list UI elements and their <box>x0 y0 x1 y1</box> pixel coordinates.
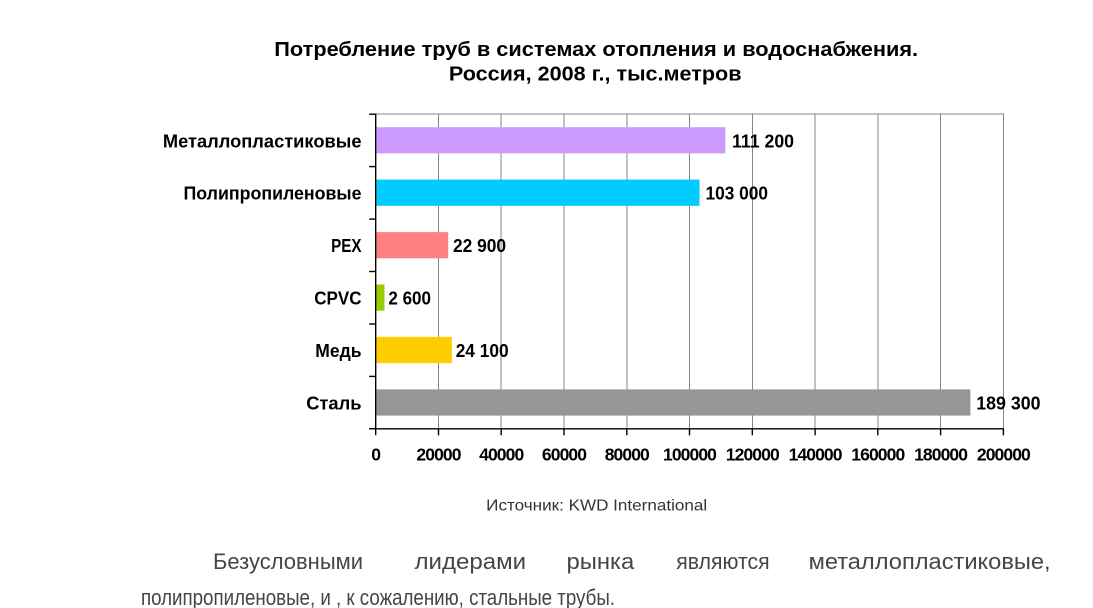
svg-text:полипропиленовые, и , к сожале: полипропиленовые, и , к сожалению, сталь… <box>141 585 615 608</box>
svg-text:80000: 80000 <box>605 445 650 465</box>
svg-text:лидерами: лидерами <box>415 549 527 574</box>
svg-text:103 000: 103 000 <box>706 183 769 204</box>
svg-text:PEX: PEX <box>331 235 362 256</box>
svg-text:Источник: KWD International: Источник: KWD International <box>486 498 707 515</box>
svg-text:Потребление труб в системах от: Потребление труб в системах отопления и … <box>274 38 918 61</box>
svg-text:200000: 200000 <box>977 445 1031 465</box>
svg-text:являются: являются <box>676 549 769 574</box>
svg-text:20000: 20000 <box>416 445 461 465</box>
svg-text:Сталь: Сталь <box>306 393 361 414</box>
svg-text:100000: 100000 <box>663 445 717 465</box>
svg-text:111 200: 111 200 <box>732 130 794 151</box>
svg-text:Россия, 2008 г., тыс.метров: Россия, 2008 г., тыс.метров <box>449 63 742 86</box>
svg-text:Полипропиленовые: Полипропиленовые <box>184 183 362 204</box>
svg-text:Безусловными: Безусловными <box>213 549 363 574</box>
svg-text:0: 0 <box>371 445 381 465</box>
svg-text:металлопластиковые,: металлопластиковые, <box>809 549 1051 574</box>
svg-text:40000: 40000 <box>479 445 524 465</box>
svg-text:189 300: 189 300 <box>976 393 1040 414</box>
svg-text:60000: 60000 <box>542 445 587 465</box>
svg-text:Металлопластиковые: Металлопластиковые <box>163 130 362 151</box>
svg-text:CPVC: CPVC <box>314 288 361 309</box>
svg-text:рынка: рынка <box>567 549 636 574</box>
svg-text:22 900: 22 900 <box>453 235 506 256</box>
svg-text:120000: 120000 <box>726 445 780 465</box>
svg-text:2 600: 2 600 <box>388 288 431 309</box>
svg-text:24 100: 24 100 <box>456 340 509 361</box>
svg-text:Медь: Медь <box>315 340 361 361</box>
svg-text:140000: 140000 <box>789 445 843 465</box>
svg-text:180000: 180000 <box>914 445 968 465</box>
svg-text:160000: 160000 <box>851 445 905 465</box>
